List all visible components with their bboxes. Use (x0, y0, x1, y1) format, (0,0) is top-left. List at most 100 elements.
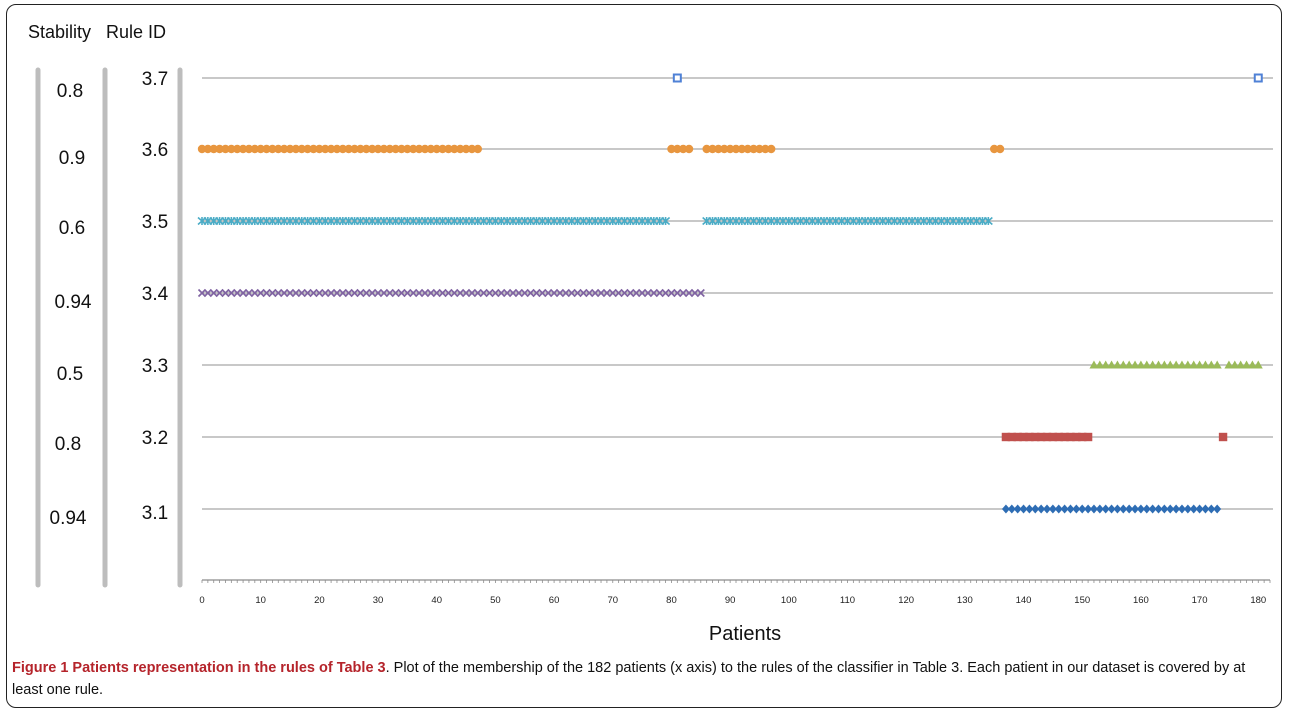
data-point (238, 144, 248, 154)
data-point (309, 144, 318, 154)
x-tick-label: 160 (1133, 595, 1149, 606)
x-tick-label: 100 (781, 595, 797, 606)
rule-id-label: 3.4 (142, 284, 169, 305)
data-point (268, 144, 277, 154)
data-point (1072, 432, 1081, 442)
data-point (1148, 504, 1157, 514)
data-point (1043, 504, 1052, 514)
data-point (1048, 504, 1057, 514)
data-point (673, 144, 682, 154)
data-point (1165, 360, 1175, 369)
data-point (461, 144, 471, 154)
rule-id-label: 3.5 (142, 212, 168, 233)
data-point (1048, 432, 1058, 442)
data-point (743, 144, 752, 154)
data-point (678, 144, 688, 154)
x-tick-label: 50 (490, 595, 501, 606)
data-point (1112, 360, 1122, 369)
x-tick-label: 80 (666, 595, 677, 606)
data-point (326, 144, 336, 154)
data-point (684, 144, 694, 154)
data-point (426, 144, 436, 154)
rule-id-label: 3.6 (142, 140, 168, 161)
data-point (315, 144, 324, 154)
data-point (379, 144, 389, 154)
data-point (1007, 432, 1017, 442)
data-point (291, 144, 301, 154)
data-point (420, 144, 430, 154)
data-point (303, 144, 312, 154)
data-point (1054, 504, 1063, 514)
x-tick-label: 10 (255, 595, 266, 606)
data-point (344, 144, 353, 154)
data-point (1236, 360, 1246, 369)
data-point (414, 144, 424, 154)
data-point (1171, 360, 1181, 369)
data-point (1189, 360, 1199, 369)
data-point (1107, 504, 1116, 514)
data-point (262, 144, 271, 154)
data-point (1072, 504, 1081, 514)
x-tick-label: 90 (725, 595, 736, 606)
data-point (1019, 432, 1028, 442)
data-point (1172, 504, 1181, 514)
data-point (1212, 360, 1222, 369)
data-markers (197, 73, 1263, 514)
data-point (1160, 504, 1169, 514)
data-point (1113, 504, 1122, 514)
caption-text: . Plot of the membership of the 182 pati… (12, 660, 1246, 698)
data-point (1060, 504, 1069, 514)
x-axis-label: Patients (709, 623, 781, 645)
data-point (737, 144, 747, 154)
data-point (714, 144, 723, 154)
data-point (432, 144, 441, 154)
data-point (1213, 504, 1222, 514)
data-point (227, 144, 236, 154)
data-point (1001, 504, 1010, 514)
data-point (221, 144, 230, 154)
data-point (244, 144, 254, 154)
data-point (338, 144, 348, 154)
data-point (197, 144, 207, 154)
data-point (1177, 504, 1186, 514)
data-point (1154, 504, 1163, 514)
data-point (1118, 360, 1128, 369)
data-point (1031, 504, 1040, 514)
data-point (731, 144, 741, 154)
data-point (209, 144, 218, 154)
data-point (362, 144, 371, 154)
data-point (450, 144, 459, 154)
data-point (1042, 432, 1052, 442)
data-point (1054, 432, 1063, 442)
stability-label: 0.94 (50, 508, 87, 529)
x-tick-label: 110 (840, 595, 855, 606)
data-point (1025, 504, 1034, 514)
data-point (350, 144, 359, 154)
data-point (1084, 504, 1093, 514)
x-tick-label: 140 (1016, 595, 1032, 606)
data-point (1142, 360, 1152, 369)
data-point (274, 144, 283, 154)
data-point (1230, 360, 1240, 369)
data-point (455, 144, 465, 154)
x-tick-label: 0 (199, 595, 204, 606)
data-point (367, 144, 377, 154)
data-point (1183, 360, 1193, 369)
data-point (1154, 360, 1164, 369)
data-point (297, 144, 306, 154)
data-point (1177, 360, 1187, 369)
data-point (702, 144, 711, 154)
data-point (1066, 432, 1075, 442)
data-point (1253, 73, 1263, 83)
data-point (397, 144, 406, 154)
rule-id-label: 3.3 (142, 356, 168, 377)
data-point (1107, 360, 1117, 369)
data-point (1125, 504, 1134, 514)
data-point (356, 144, 365, 154)
data-point (755, 144, 764, 154)
brackets (35, 67, 183, 588)
data-point (1183, 504, 1192, 514)
stability-label: 0.9 (59, 148, 85, 169)
data-point (1078, 504, 1087, 514)
x-tick-label: 60 (549, 595, 560, 606)
